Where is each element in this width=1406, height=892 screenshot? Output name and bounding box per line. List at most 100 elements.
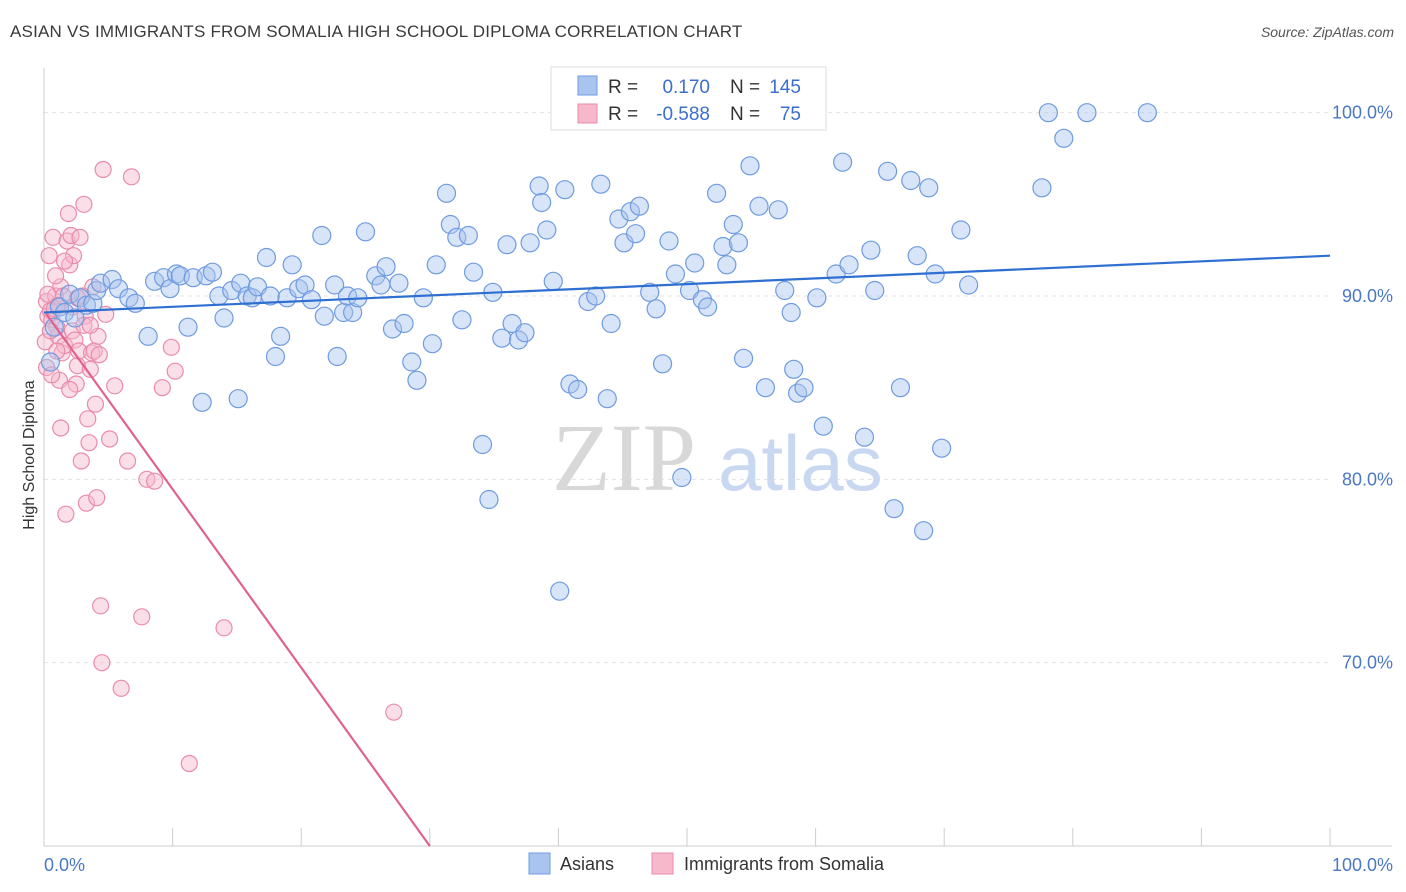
data-point: [382, 319, 403, 339]
data-point: [88, 489, 106, 507]
series-asians: [40, 103, 1157, 601]
data-point: [118, 452, 137, 470]
data-point: [260, 286, 280, 306]
legend-r-label-somalia: R =: [608, 104, 638, 125]
data-point: [755, 378, 776, 398]
data-point: [685, 253, 705, 273]
y-tick-label: 70.0%: [1342, 653, 1393, 673]
data-point: [94, 160, 112, 179]
y-tick-label: 80.0%: [1342, 469, 1393, 489]
data-point: [55, 252, 74, 270]
data-point: [145, 472, 164, 490]
data-point: [289, 279, 309, 299]
watermark-atlas: atlas: [718, 419, 883, 507]
data-point: [784, 359, 804, 379]
data-point: [1038, 103, 1058, 123]
data-point: [314, 306, 334, 326]
data-point: [629, 196, 650, 216]
y-tick-label: 90.0%: [1342, 286, 1393, 306]
data-point: [81, 316, 99, 334]
data-point: [59, 204, 78, 223]
legend-swatch-asians: [577, 75, 598, 96]
data-point: [80, 434, 98, 452]
data-point: [568, 379, 588, 400]
data-point: [202, 262, 223, 282]
data-point: [472, 434, 493, 455]
legend-r-value-asians: 0.170: [662, 77, 710, 98]
trend-lines: [43, 254, 1331, 847]
data-point: [122, 168, 141, 186]
data-point: [36, 333, 54, 351]
data-point: [215, 619, 233, 637]
data-point: [749, 196, 769, 216]
trend-line-asians: [43, 254, 1331, 314]
legend-n-label-asians: N =: [730, 77, 760, 98]
legend-swatch-somalia: [577, 103, 598, 124]
data-point: [723, 214, 743, 235]
bottom-legend-swatch-asians: [528, 852, 551, 875]
data-point: [706, 183, 727, 203]
legend-n-value-asians: 145: [769, 77, 801, 98]
data-point: [861, 240, 881, 260]
data-point: [166, 362, 184, 380]
data-point: [265, 346, 286, 367]
data-point: [376, 257, 396, 277]
data-point: [717, 255, 737, 275]
data-point: [426, 255, 446, 275]
data-point: [389, 273, 409, 293]
data-point: [77, 494, 96, 512]
data-point: [794, 378, 814, 398]
data-point: [932, 438, 952, 458]
data-point: [355, 222, 376, 242]
data-point: [781, 302, 801, 323]
data-point: [413, 288, 433, 308]
data-point: [178, 317, 198, 337]
data-point: [422, 334, 442, 354]
chart-title: ASIAN VS IMMIGRANTS FROM SOMALIA HIGH SC…: [10, 22, 743, 41]
data-point: [71, 228, 89, 246]
data-point: [914, 521, 934, 541]
data-point: [492, 328, 512, 348]
bottom-legend-label-asians: Asians: [560, 854, 614, 874]
data-point: [106, 377, 124, 395]
data-point: [775, 280, 795, 301]
data-point: [402, 352, 422, 372]
data-point: [728, 233, 749, 253]
data-point: [282, 255, 302, 275]
legend-r-label-asians: R =: [608, 77, 638, 98]
data-point: [192, 392, 212, 412]
data-point: [385, 703, 403, 721]
data-point: [768, 200, 788, 220]
data-point: [75, 195, 93, 213]
data-point: [601, 313, 621, 334]
data-point: [878, 161, 898, 181]
legend-n-value-somalia: 75: [780, 104, 801, 125]
data-point: [884, 499, 904, 519]
data-point: [46, 267, 65, 285]
axes: [43, 68, 1392, 847]
data-point: [83, 293, 103, 313]
watermark-zip: ZIP: [552, 404, 696, 511]
data-point: [228, 389, 248, 409]
data-point: [180, 754, 198, 773]
legend-n-label-somalia: N =: [730, 104, 760, 125]
data-point: [479, 489, 499, 510]
y-tick-label: 100.0%: [1332, 103, 1393, 123]
data-point: [865, 280, 885, 301]
data-point: [520, 233, 540, 253]
legend-r-value-somalia: -0.588: [656, 104, 710, 125]
data-point: [48, 342, 66, 360]
data-point: [586, 286, 606, 306]
data-point: [61, 380, 79, 399]
data-point: [813, 416, 833, 436]
data-point: [325, 275, 345, 295]
data-point: [112, 679, 130, 697]
data-point: [515, 323, 535, 343]
data-point: [620, 202, 641, 222]
data-point: [833, 152, 853, 172]
data-point: [343, 302, 363, 323]
data-point: [591, 174, 611, 194]
data-point: [609, 209, 629, 229]
data-point: [153, 379, 171, 397]
data-point: [1137, 103, 1157, 123]
